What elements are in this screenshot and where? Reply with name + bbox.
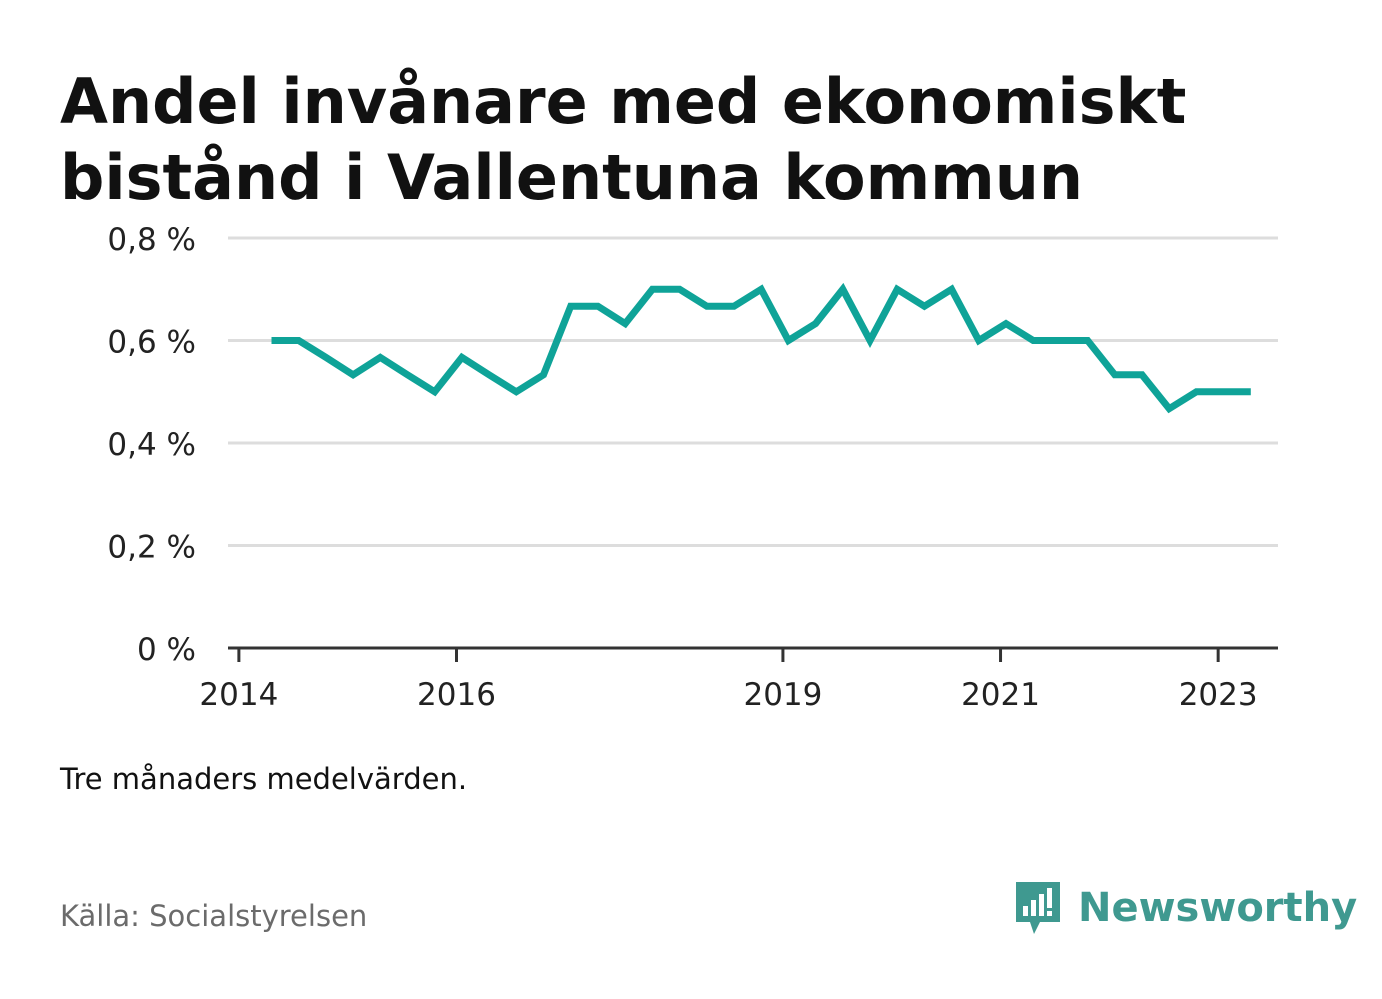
series-line <box>271 282 1251 414</box>
x-tick-label: 2016 <box>417 677 496 713</box>
chart-note: Tre månaders medelvärden. <box>60 762 468 796</box>
y-tick-label: 0,6 % <box>107 325 196 361</box>
y-tick-label: 0 % <box>137 632 196 668</box>
brand-logo: Newsworthy <box>1010 876 1357 940</box>
y-tick-label: 0,2 % <box>107 530 196 566</box>
y-tick-label: 0,4 % <box>107 427 196 463</box>
brand-name: Newsworthy <box>1078 885 1358 931</box>
y-tick-label: 0,8 % <box>107 222 196 258</box>
x-tick-label: 2021 <box>961 677 1040 713</box>
x-axis-ticks: 2014 2016 2019 2021 2023 <box>199 648 1258 713</box>
chart-title: Andel invånare med ekonomiskt bistånd i … <box>60 65 1187 214</box>
x-tick-label: 2023 <box>1179 677 1258 713</box>
gridlines <box>228 236 1278 547</box>
x-tick-label: 2014 <box>199 677 278 713</box>
x-tick-label: 2019 <box>743 677 822 713</box>
newsworthy-logo-icon <box>1016 882 1060 934</box>
y-axis-tick-labels: 0 % 0,2 % 0,4 % 0,6 % 0,8 % <box>107 222 196 668</box>
source-text: Källa: Socialstyrelsen <box>60 899 368 933</box>
